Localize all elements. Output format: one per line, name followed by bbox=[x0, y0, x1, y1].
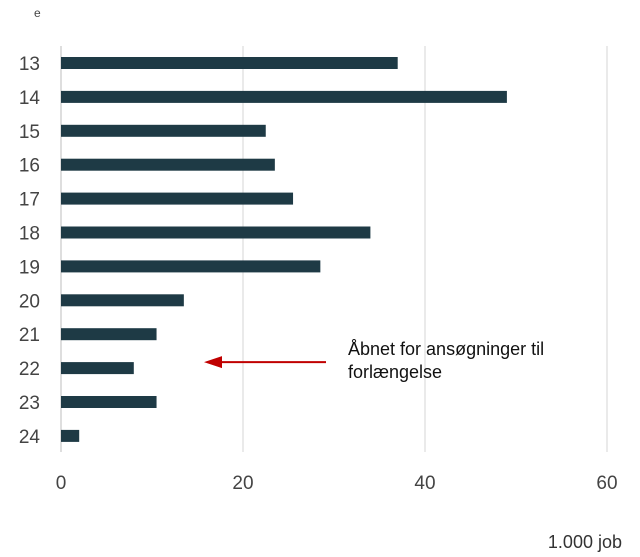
category-label-16: 16 bbox=[19, 156, 40, 177]
annotation-arrow bbox=[204, 356, 326, 369]
bar-22 bbox=[61, 362, 134, 375]
annotation-line-2: forlængelse bbox=[348, 362, 443, 382]
corner-label: e bbox=[34, 6, 41, 20]
category-label-20: 20 bbox=[19, 291, 40, 312]
bar-21 bbox=[61, 328, 157, 341]
x-tick-labels: 0 20 40 60 bbox=[56, 473, 618, 494]
bar-14 bbox=[61, 90, 507, 103]
bars bbox=[61, 57, 507, 442]
category-labels: 13 14 15 16 17 18 19 20 21 22 23 24 bbox=[19, 54, 41, 448]
annotation: Åbnet for ansøgninger til forlængelse bbox=[348, 338, 544, 384]
bar-17 bbox=[61, 192, 294, 205]
category-label-21: 21 bbox=[19, 325, 40, 346]
bar-20 bbox=[61, 294, 184, 307]
bar-16 bbox=[61, 158, 275, 171]
arrow-head bbox=[204, 356, 222, 369]
x-tick-40: 40 bbox=[414, 473, 435, 494]
category-label-22: 22 bbox=[19, 359, 40, 380]
bar-24 bbox=[61, 429, 80, 442]
x-tick-20: 20 bbox=[232, 473, 253, 494]
annotation-line-1: Åbnet for ansøgninger til bbox=[348, 339, 545, 359]
x-unit-label: 1.000 job bbox=[547, 532, 622, 552]
x-tick-60: 60 bbox=[596, 473, 617, 494]
bar-19 bbox=[61, 260, 321, 273]
bar-18 bbox=[61, 226, 371, 239]
category-label-17: 17 bbox=[19, 190, 40, 211]
category-label-14: 14 bbox=[19, 88, 41, 109]
bar-23 bbox=[61, 396, 157, 408]
x-tick-0: 0 bbox=[56, 473, 67, 494]
category-label-18: 18 bbox=[19, 224, 40, 245]
gridlines bbox=[60, 46, 608, 452]
category-label-24: 24 bbox=[19, 427, 41, 448]
bar-15 bbox=[61, 124, 266, 137]
bar-13 bbox=[61, 57, 398, 69]
category-label-19: 19 bbox=[19, 257, 40, 278]
category-label-23: 23 bbox=[19, 393, 40, 414]
category-label-13: 13 bbox=[19, 54, 40, 75]
category-label-15: 15 bbox=[19, 122, 40, 143]
